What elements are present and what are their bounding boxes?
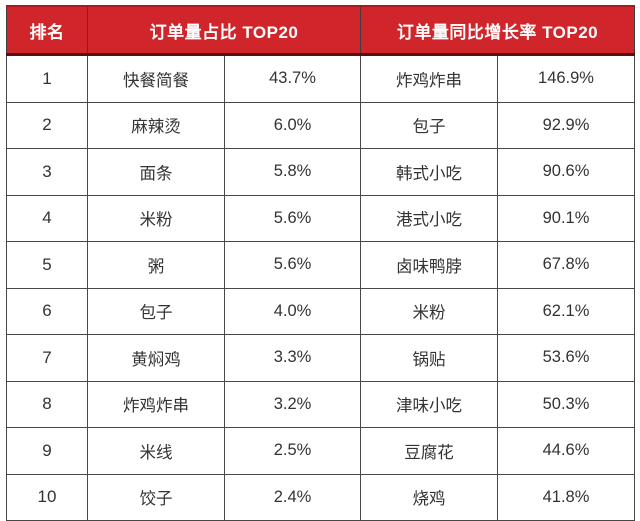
growth-name-cell: 港式小吃 (360, 194, 498, 242)
header-order-growth: 订单量同比增长率 TOP20 (360, 5, 635, 56)
growth-value-cell: 44.6% (497, 427, 635, 475)
ranking-table: 排名 订单量占比 TOP20 订单量同比增长率 TOP20 1 快餐简餐 43.… (6, 5, 635, 521)
share-value-cell: 4.0% (224, 287, 361, 335)
share-name-cell: 炸鸡炸串 (87, 380, 225, 428)
table-row: 10 饺子 2.4% 烧鸡 41.8% (6, 473, 635, 521)
share-value-cell: 2.4% (224, 473, 361, 521)
share-value-cell: 3.2% (224, 380, 361, 428)
table-row: 6 包子 4.0% 米粉 62.1% (6, 287, 635, 335)
share-value-cell: 2.5% (224, 427, 361, 475)
table-header: 排名 订单量占比 TOP20 订单量同比增长率 TOP20 (6, 5, 635, 56)
rank-cell: 8 (6, 380, 88, 428)
table-row: 7 黄焖鸡 3.3% 锅贴 53.6% (6, 334, 635, 382)
share-name-cell: 米线 (87, 427, 225, 475)
table-row: 9 米线 2.5% 豆腐花 44.6% (6, 427, 635, 475)
growth-name-cell: 卤味鸭脖 (360, 241, 498, 289)
share-name-cell: 饺子 (87, 473, 225, 521)
share-name-cell: 麻辣烫 (87, 101, 225, 149)
rank-cell: 4 (6, 194, 88, 242)
table-row: 5 粥 5.6% 卤味鸭脖 67.8% (6, 241, 635, 289)
growth-name-cell: 豆腐花 (360, 427, 498, 475)
rank-cell: 3 (6, 148, 88, 196)
rank-cell: 2 (6, 101, 88, 149)
header-row: 排名 订单量占比 TOP20 订单量同比增长率 TOP20 (6, 5, 635, 56)
growth-value-cell: 67.8% (497, 241, 635, 289)
header-rank: 排名 (6, 5, 88, 56)
rank-cell: 10 (6, 473, 88, 521)
share-name-cell: 米粉 (87, 194, 225, 242)
growth-value-cell: 92.9% (497, 101, 635, 149)
growth-name-cell: 烧鸡 (360, 473, 498, 521)
table-body: 1 快餐简餐 43.7% 炸鸡炸串 146.9% 2 麻辣烫 6.0% 包子 9… (6, 54, 635, 521)
rank-cell: 6 (6, 287, 88, 335)
share-value-cell: 43.7% (224, 54, 361, 103)
share-name-cell: 黄焖鸡 (87, 334, 225, 382)
share-value-cell: 3.3% (224, 334, 361, 382)
table-row: 4 米粉 5.6% 港式小吃 90.1% (6, 194, 635, 242)
table-row: 1 快餐简餐 43.7% 炸鸡炸串 146.9% (6, 54, 635, 103)
rank-cell: 9 (6, 427, 88, 475)
growth-value-cell: 53.6% (497, 334, 635, 382)
growth-name-cell: 包子 (360, 101, 498, 149)
share-value-cell: 5.6% (224, 194, 361, 242)
growth-name-cell: 津味小吃 (360, 380, 498, 428)
growth-name-cell: 锅贴 (360, 334, 498, 382)
share-name-cell: 包子 (87, 287, 225, 335)
growth-value-cell: 90.6% (497, 148, 635, 196)
growth-name-cell: 炸鸡炸串 (360, 54, 498, 103)
share-value-cell: 5.8% (224, 148, 361, 196)
rank-cell: 7 (6, 334, 88, 382)
table-row: 8 炸鸡炸串 3.2% 津味小吃 50.3% (6, 380, 635, 428)
growth-value-cell: 62.1% (497, 287, 635, 335)
table-row: 3 面条 5.8% 韩式小吃 90.6% (6, 148, 635, 196)
table-row: 2 麻辣烫 6.0% 包子 92.9% (6, 101, 635, 149)
growth-name-cell: 韩式小吃 (360, 148, 498, 196)
share-name-cell: 粥 (87, 241, 225, 289)
share-name-cell: 面条 (87, 148, 225, 196)
rank-cell: 1 (6, 54, 88, 103)
share-value-cell: 5.6% (224, 241, 361, 289)
header-order-share: 订单量占比 TOP20 (87, 5, 361, 56)
growth-name-cell: 米粉 (360, 287, 498, 335)
share-value-cell: 6.0% (224, 101, 361, 149)
growth-value-cell: 41.8% (497, 473, 635, 521)
share-name-cell: 快餐简餐 (87, 54, 225, 103)
growth-value-cell: 90.1% (497, 194, 635, 242)
rank-cell: 5 (6, 241, 88, 289)
growth-value-cell: 146.9% (497, 54, 635, 103)
growth-value-cell: 50.3% (497, 380, 635, 428)
